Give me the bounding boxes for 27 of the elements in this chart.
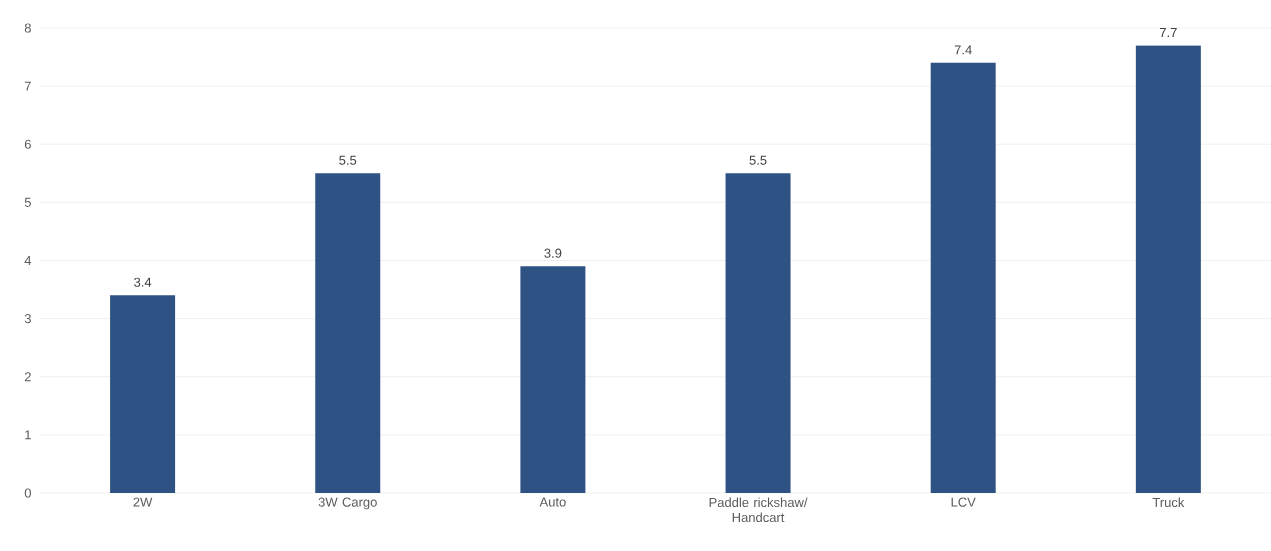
x-tick-label: Auto bbox=[539, 497, 566, 507]
bar bbox=[520, 266, 586, 493]
data-label: 7.7 bbox=[1159, 27, 1177, 37]
y-tick-label: 0 bbox=[24, 488, 31, 498]
y-tick-label: 8 bbox=[24, 23, 31, 33]
y-tick-label: 3 bbox=[24, 314, 31, 324]
bar bbox=[1135, 45, 1201, 493]
data-label: 5.5 bbox=[339, 155, 357, 165]
bar bbox=[725, 173, 791, 493]
x-tick-label: 3W Cargo bbox=[318, 497, 377, 510]
bar bbox=[315, 173, 381, 493]
y-tick-label: 1 bbox=[25, 430, 31, 440]
x-tick-label: Paddle rickshaw/ Handcart bbox=[709, 497, 808, 523]
data-label: 3.4 bbox=[134, 277, 152, 287]
data-label: 5.5 bbox=[749, 155, 767, 165]
y-tick-label: 4 bbox=[24, 256, 32, 265]
y-tick-label: 5 bbox=[24, 197, 31, 207]
x-tick-label: Truck bbox=[1152, 497, 1185, 508]
x-tick-label: 2W bbox=[133, 497, 153, 507]
bar bbox=[110, 295, 176, 493]
y-tick-label: 2 bbox=[24, 372, 31, 382]
bar bbox=[930, 62, 996, 493]
y-tick-label: 7 bbox=[24, 81, 31, 91]
data-label: 3.9 bbox=[544, 248, 562, 258]
data-label: 7.4 bbox=[954, 45, 972, 55]
x-tick-label: LCV bbox=[951, 497, 976, 507]
y-tick-label: 6 bbox=[24, 139, 31, 149]
